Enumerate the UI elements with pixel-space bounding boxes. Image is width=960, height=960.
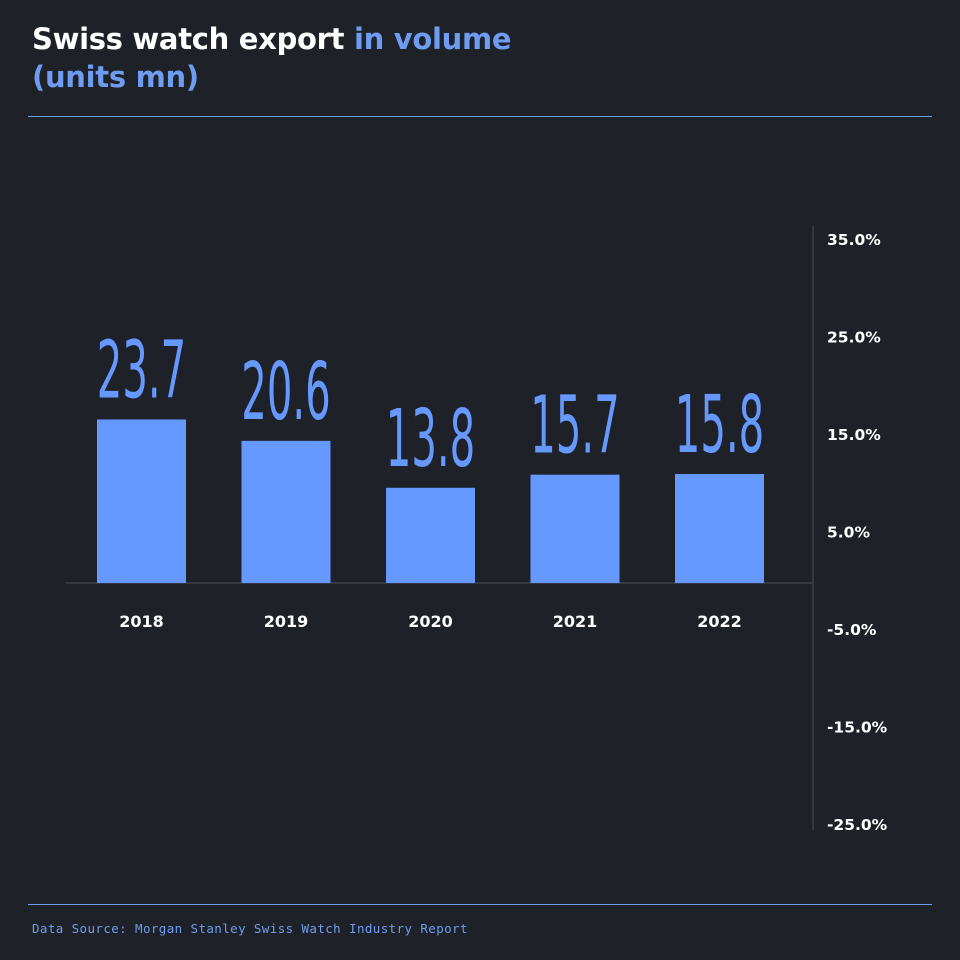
x-tick-label: 2020	[408, 612, 453, 631]
y-tick-label: 15.0%	[827, 426, 881, 444]
x-tick-label: 2022	[697, 612, 742, 631]
x-tick-label: 2019	[264, 612, 309, 631]
bar-2019	[241, 440, 331, 583]
title-accent: in volume	[354, 22, 512, 56]
bar-value-label: 23.7	[97, 325, 186, 417]
y-tick-label: -25.0%	[827, 816, 888, 834]
bar-2020	[386, 487, 475, 583]
data-source: Data Source: Morgan Stanley Swiss Watch …	[32, 921, 468, 936]
bar-value-label: 20.6	[241, 346, 330, 438]
bar-2018	[97, 419, 186, 583]
bottom-divider	[28, 904, 932, 905]
bar-value-label: 13.8	[386, 393, 475, 485]
x-tick-label: 2018	[119, 612, 164, 631]
title-units: (units mn)	[32, 60, 199, 94]
y-tick-label: 25.0%	[827, 329, 881, 347]
bar-2022	[675, 473, 764, 583]
top-divider	[28, 116, 932, 117]
bar-value-label: 15.7	[530, 380, 619, 472]
chart-title: Swiss watch export in volume (units mn)	[32, 20, 912, 96]
y-tick-label: 5.0%	[827, 524, 870, 542]
y-tick-label: 35.0%	[827, 231, 881, 249]
y-tick-label: -5.0%	[827, 621, 877, 639]
x-tick-label: 2021	[553, 612, 598, 631]
bar-value-label: 15.8	[675, 379, 764, 471]
title-main: Swiss watch export	[32, 22, 355, 56]
bar-2021	[530, 474, 620, 583]
y-tick-label: -15.0%	[827, 719, 888, 737]
